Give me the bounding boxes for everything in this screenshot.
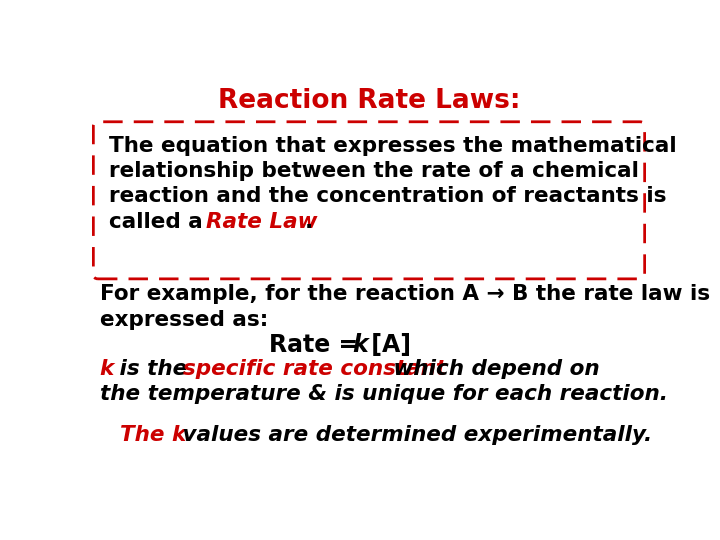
- Text: k: k: [99, 359, 114, 379]
- Text: which depend on: which depend on: [386, 359, 600, 379]
- Text: .: .: [305, 212, 312, 232]
- Text: The k: The k: [120, 425, 186, 445]
- Text: expressed as:: expressed as:: [99, 309, 268, 329]
- Text: is the: is the: [112, 359, 194, 379]
- Text: Rate Law: Rate Law: [206, 212, 318, 232]
- Text: The equation that expresses the mathematical: The equation that expresses the mathemat…: [109, 136, 676, 156]
- Text: k: k: [352, 333, 368, 357]
- Text: reaction and the concentration of reactants is: reaction and the concentration of reacta…: [109, 186, 666, 206]
- Text: the temperature & is unique for each reaction.: the temperature & is unique for each rea…: [99, 384, 667, 404]
- Text: For example, for the reaction A → B the rate law is: For example, for the reaction A → B the …: [99, 284, 710, 304]
- Text: relationship between the rate of a chemical: relationship between the rate of a chemi…: [109, 161, 639, 181]
- Text: specific rate constant: specific rate constant: [183, 359, 446, 379]
- Text: values are determined experimentally.: values are determined experimentally.: [175, 425, 652, 445]
- Text: [A]: [A]: [363, 333, 411, 357]
- Text: Reaction Rate Laws:: Reaction Rate Laws:: [217, 88, 521, 114]
- Text: called a: called a: [109, 212, 210, 232]
- Text: Rate =: Rate =: [269, 333, 366, 357]
